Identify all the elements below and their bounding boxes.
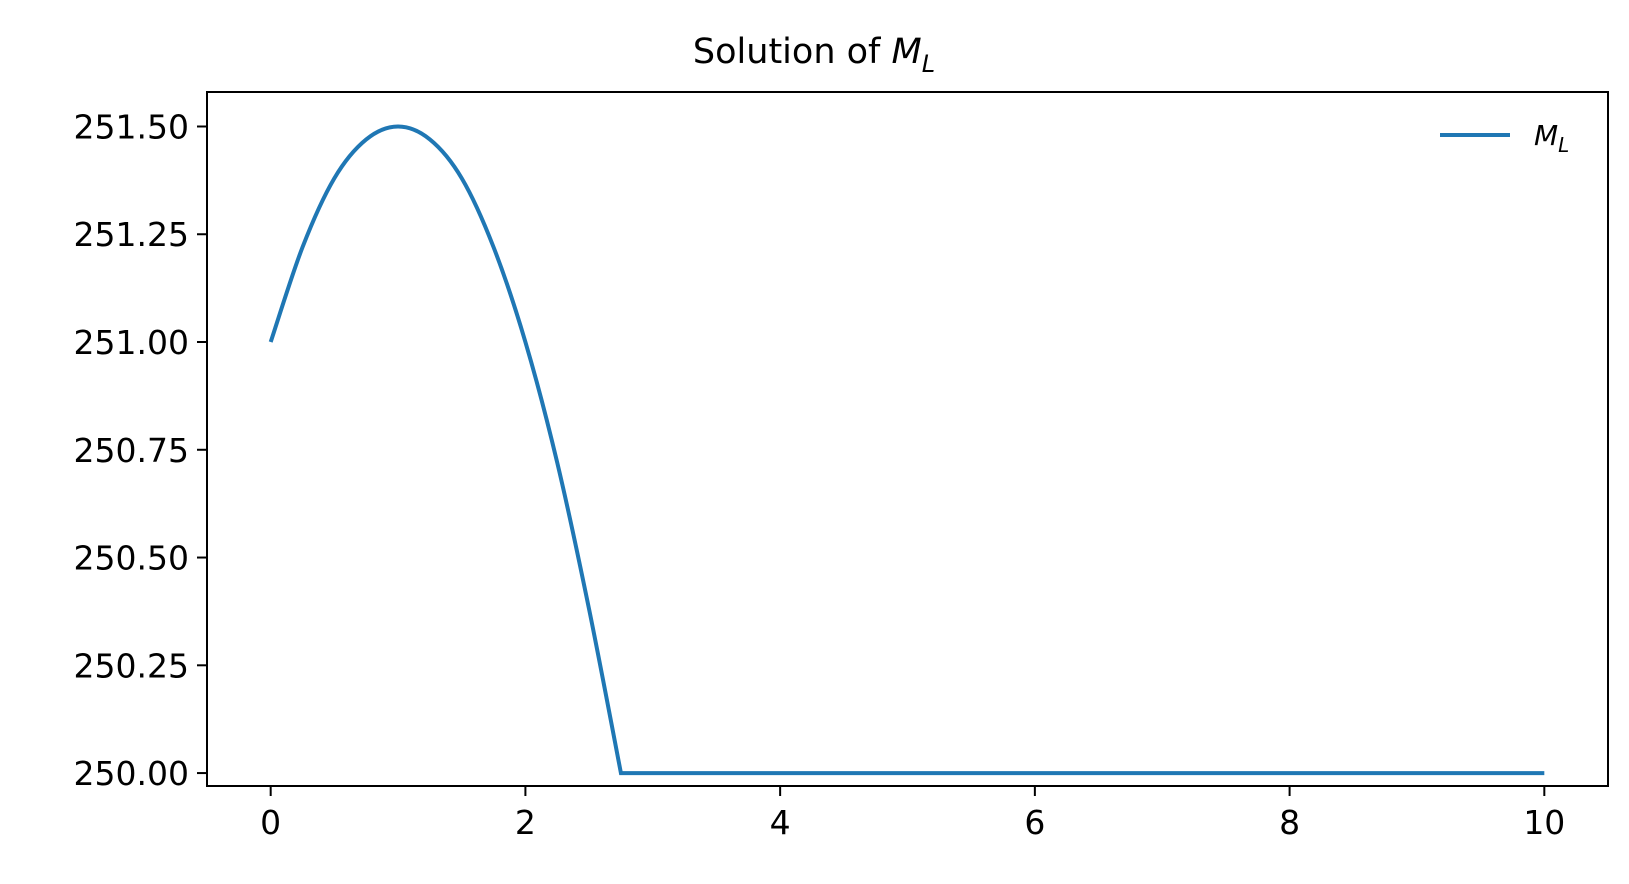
x-tick-label: 6 <box>1024 803 1045 842</box>
y-tick-label: 250.25 <box>74 646 189 685</box>
legend-label-symbol: M <box>1534 119 1558 152</box>
x-axis: 0 2 4 6 8 10 <box>260 786 1565 842</box>
y-axis: 250.00 250.25 250.50 250.75 251.00 251.25 251.… <box>74 107 207 793</box>
x-tick-label: 10 <box>1523 803 1565 842</box>
chart-title: Solution of ML <box>693 32 935 78</box>
y-tick-label: 251.50 <box>74 107 189 146</box>
chart-title-subscript: L <box>922 50 935 78</box>
y-tick-label: 250.00 <box>74 754 189 793</box>
y-tick-label: 250.50 <box>74 539 189 578</box>
legend-label-subscript: L <box>1558 133 1569 157</box>
series-layer <box>268 124 1545 776</box>
x-tick-label: 0 <box>260 803 281 842</box>
y-tick-label: 251.00 <box>74 323 189 362</box>
series-line <box>268 124 1545 776</box>
y-tick-label: 250.75 <box>74 431 189 470</box>
chart-title-prefix: Solution of <box>693 32 892 72</box>
plot-area-frame <box>206 91 1609 787</box>
y-tick-label: 251.25 <box>74 215 189 254</box>
chart-title-symbol: M <box>892 32 922 72</box>
legend-label: ML <box>1534 119 1569 157</box>
legend: ML <box>1440 119 1569 157</box>
x-tick-label: 4 <box>770 803 791 842</box>
x-tick-label: 8 <box>1279 803 1300 842</box>
x-tick-label: 2 <box>515 803 536 842</box>
